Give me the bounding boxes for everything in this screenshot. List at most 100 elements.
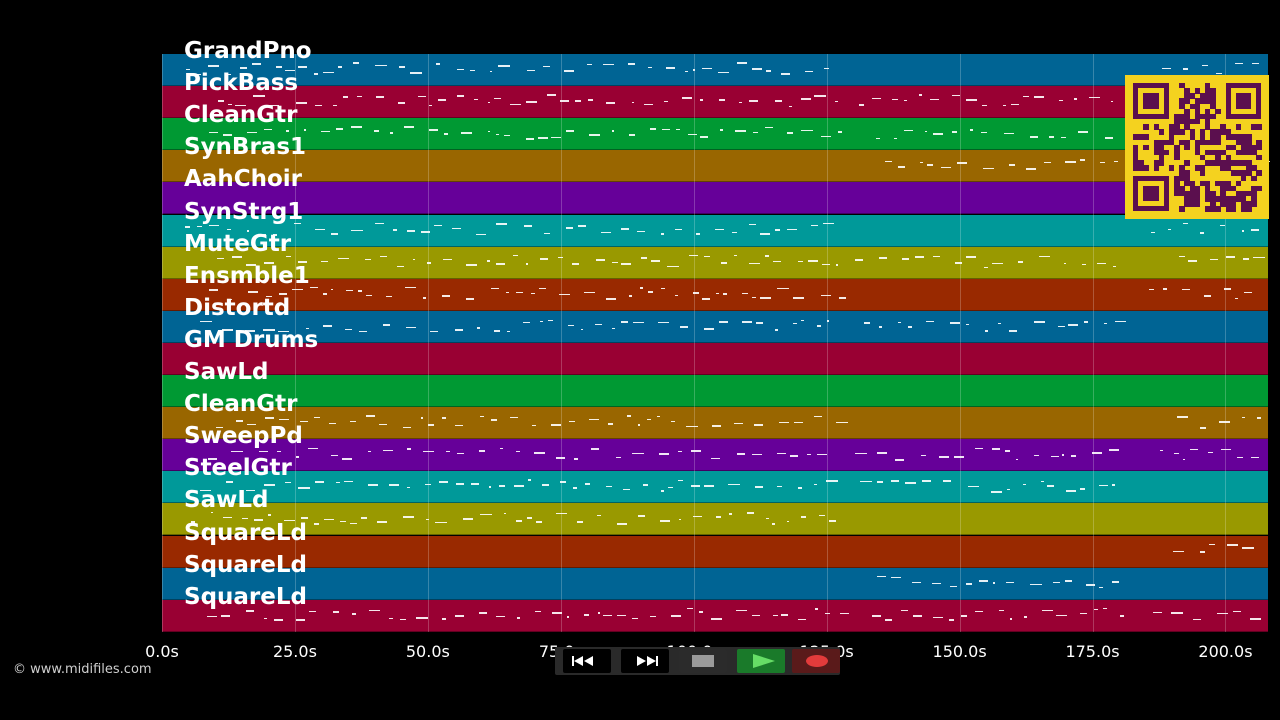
track-lane	[162, 86, 1268, 119]
qr-module	[1220, 165, 1226, 171]
qr-module	[1240, 206, 1247, 212]
track-label: SquareLd	[184, 583, 307, 610]
note-events	[162, 439, 1268, 471]
qr-module	[1184, 118, 1190, 125]
qr-module	[1225, 206, 1231, 212]
qr-module	[1199, 154, 1206, 161]
qr-module	[1143, 93, 1159, 109]
track-lane	[162, 54, 1268, 86]
qr-module	[1225, 134, 1231, 140]
qr-module	[1215, 206, 1221, 212]
record-button[interactable]	[792, 649, 840, 673]
qr-module	[1179, 190, 1185, 197]
qr-module	[1194, 201, 1201, 207]
qr-module	[1204, 98, 1211, 104]
qr-module	[1246, 190, 1252, 197]
qr-module	[1184, 88, 1190, 94]
note-events	[162, 247, 1268, 279]
track-lane	[162, 599, 1268, 632]
qr-module	[1184, 144, 1190, 151]
qr-module	[1235, 196, 1242, 202]
qr-module	[1246, 134, 1252, 140]
stop-button[interactable]	[679, 649, 727, 673]
qr-module	[1174, 149, 1180, 156]
track-label: PickBass	[184, 70, 299, 97]
qr-module	[1174, 190, 1180, 197]
note-events	[162, 503, 1268, 535]
qr-module	[1246, 139, 1252, 145]
qr-module	[1246, 201, 1252, 207]
qr-module	[1189, 180, 1195, 187]
play-button[interactable]	[737, 649, 785, 673]
track-label: SawLd	[184, 359, 269, 385]
track-lane	[162, 150, 1270, 183]
qr-module	[1174, 185, 1180, 192]
track-lane	[162, 439, 1268, 472]
fast-forward-button[interactable]	[621, 649, 669, 673]
qr-module	[1210, 134, 1216, 140]
qr-module	[1133, 160, 1139, 166]
qr-module	[1179, 83, 1185, 89]
qr-module	[1163, 149, 1170, 156]
note-events	[162, 279, 1268, 311]
qr-module	[1158, 144, 1165, 151]
qr-module	[1251, 124, 1257, 130]
qr-module	[1210, 103, 1216, 109]
qr-module	[1194, 118, 1201, 125]
qr-module	[1240, 139, 1247, 145]
qr-module	[1235, 134, 1242, 140]
qr-module	[1199, 93, 1206, 99]
copyright-credit: © www.midifiles.com	[13, 662, 152, 677]
qr-module	[1256, 139, 1262, 145]
note-events	[162, 182, 1268, 214]
gridline	[959, 54, 961, 632]
note-events	[162, 343, 1268, 375]
qr-module	[1210, 190, 1216, 197]
qr-module	[1168, 165, 1175, 171]
qr-module	[1215, 134, 1221, 140]
qr-module	[1251, 175, 1257, 181]
track-lane	[162, 503, 1268, 536]
qr-module	[1179, 129, 1185, 135]
track-label: CleanGtr	[184, 102, 298, 129]
qr-module	[1235, 124, 1242, 130]
time-tick-label: 25.0s	[272, 642, 317, 661]
track-label: SawLd	[184, 487, 269, 514]
note-events	[162, 86, 1268, 118]
qr-module	[1210, 149, 1216, 156]
qr-module	[1210, 196, 1216, 202]
qr-module	[1215, 139, 1221, 145]
qr-module	[1179, 170, 1185, 176]
qr-module	[1179, 113, 1185, 120]
qr-module	[1204, 108, 1211, 115]
track-label: GrandPno	[184, 38, 312, 64]
qr-module	[1246, 165, 1252, 171]
qr-module	[1189, 196, 1195, 202]
note-events	[162, 568, 1268, 600]
qr-module	[1215, 196, 1221, 202]
track-lane	[162, 214, 1268, 247]
track-lane	[162, 567, 1268, 600]
rewind-button[interactable]	[563, 649, 611, 673]
qr-module	[1215, 180, 1221, 187]
qr-module	[1199, 98, 1206, 104]
qr-module	[1189, 93, 1195, 99]
qr-module	[1240, 149, 1247, 156]
qr-module	[1189, 103, 1195, 109]
gridline	[826, 54, 828, 632]
qr-module	[1138, 165, 1144, 171]
qr-module	[1133, 165, 1139, 171]
qr-module	[1168, 134, 1175, 140]
qr-module	[1194, 185, 1201, 192]
qr-module	[1235, 149, 1242, 156]
qr-module	[1204, 139, 1211, 145]
qr-module	[1204, 124, 1211, 130]
qr-module	[1210, 206, 1216, 212]
rewind-icon	[572, 656, 593, 666]
qr-module	[1240, 175, 1247, 181]
qr-module	[1189, 185, 1195, 192]
qr-module	[1153, 144, 1159, 151]
qr-module	[1251, 201, 1257, 207]
qr-module	[1194, 98, 1201, 104]
qr-module	[1158, 129, 1165, 135]
